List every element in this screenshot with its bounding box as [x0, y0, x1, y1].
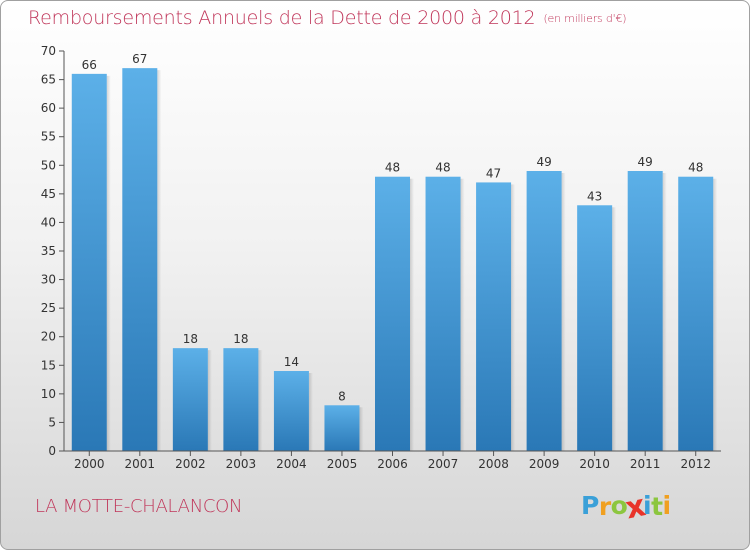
- bar: [577, 205, 613, 451]
- bar: [476, 182, 512, 451]
- y-tick-label: 25: [41, 301, 56, 315]
- y-tick-label: 70: [41, 44, 56, 58]
- x-tick-label: 2001: [125, 457, 156, 471]
- x-tick-label: 2010: [579, 457, 610, 471]
- bar-shadow: [207, 350, 212, 451]
- data-label: 8: [338, 389, 346, 403]
- data-label: 66: [82, 58, 97, 72]
- x-tick-label: 2011: [630, 457, 661, 471]
- logo-letter: i: [643, 491, 652, 520]
- y-tick-label: 55: [41, 130, 56, 144]
- logo-letter: r: [598, 492, 611, 521]
- data-label: 67: [132, 52, 147, 66]
- bar-shadow: [157, 70, 162, 452]
- logo-letter: t: [651, 492, 663, 521]
- data-label: 49: [638, 155, 653, 169]
- y-tick-label: 45: [41, 187, 56, 201]
- bar: [425, 176, 461, 451]
- bar: [324, 405, 360, 451]
- x-tick-label: 2005: [327, 457, 358, 471]
- logo-letter: o: [610, 491, 628, 520]
- data-label: 43: [587, 189, 602, 203]
- y-tick-label: 20: [41, 330, 56, 344]
- y-tick-label: 10: [41, 387, 56, 401]
- data-label: 18: [233, 332, 248, 346]
- x-axis: 2000 2001 2002 2003 2004 2005 2006 2007 2008 2009…: [64, 450, 721, 471]
- bars: 66 67 18 18 14 8 48 48 47 49 43 49 48: [71, 52, 718, 452]
- logo-letter: i: [662, 491, 672, 520]
- x-tick-label: 2007: [428, 457, 459, 471]
- y-tick-label: 50: [41, 158, 56, 172]
- x-tick-label: 2008: [478, 457, 509, 471]
- data-label: 49: [536, 155, 551, 169]
- bar: [375, 176, 410, 451]
- bar: [223, 348, 259, 451]
- y-axis: 0 5 10 15 20 25 30 35 40 45 50 55 60 65 70: [41, 44, 65, 458]
- bar-shadow: [612, 207, 617, 451]
- x-tick-label: 2006: [377, 457, 408, 471]
- bar-shadow: [359, 407, 364, 451]
- y-tick-label: 35: [41, 244, 56, 258]
- x-tick-label: 2002: [175, 457, 206, 471]
- y-tick-label: 5: [48, 415, 56, 429]
- data-label: 14: [284, 355, 299, 369]
- bar-shadow: [106, 75, 111, 451]
- bar-shadow: [410, 178, 414, 451]
- y-tick-label: 0: [48, 444, 56, 458]
- data-label: 48: [688, 161, 703, 175]
- bar-shadow: [511, 184, 516, 451]
- bar-shadow: [258, 350, 263, 451]
- y-tick-label: 40: [41, 215, 56, 229]
- x-tick-label: 2012: [680, 457, 711, 471]
- bar-chart: 0 5 10 15 20 25 30 35 40 45 50 55 60 65 70 66 67 18 18 14 8…: [41, 44, 721, 471]
- y-tick-label: 15: [41, 358, 56, 372]
- bar-shadow: [308, 373, 313, 451]
- chart-title-text: Remboursements Annuels de la Dette de 20…: [28, 7, 536, 29]
- bar: [122, 68, 158, 452]
- data-label: 47: [486, 166, 501, 180]
- logo-letter: P: [581, 491, 599, 520]
- y-tick-label: 60: [41, 101, 56, 115]
- bar: [526, 171, 562, 451]
- x-tick-label: 2003: [226, 457, 257, 471]
- y-tick-label: 65: [41, 73, 56, 87]
- chart-unit-label: (en milliers d'€): [543, 12, 627, 25]
- x-tick-label: 2009: [529, 457, 560, 471]
- bar-shadow: [713, 178, 718, 451]
- bar: [71, 73, 107, 451]
- bar-shadow: [662, 173, 667, 451]
- x-tick-label: 2000: [74, 457, 105, 471]
- bar-shadow: [561, 173, 566, 451]
- x-tick-label: 2004: [276, 457, 307, 471]
- bar-shadow: [460, 178, 465, 451]
- bar: [273, 371, 309, 451]
- chart-title: Remboursements Annuels de la Dette de 20…: [28, 7, 627, 29]
- data-label: 48: [385, 161, 400, 175]
- proxiti-logo: Proxiti: [581, 488, 672, 526]
- bar: [678, 176, 714, 451]
- bar: [627, 171, 663, 451]
- bar: [172, 348, 208, 451]
- commune-name: LA MOTTE-CHALANCON: [35, 496, 243, 517]
- data-label: 18: [183, 332, 198, 346]
- y-tick-label: 30: [41, 273, 56, 287]
- data-label: 48: [435, 161, 450, 175]
